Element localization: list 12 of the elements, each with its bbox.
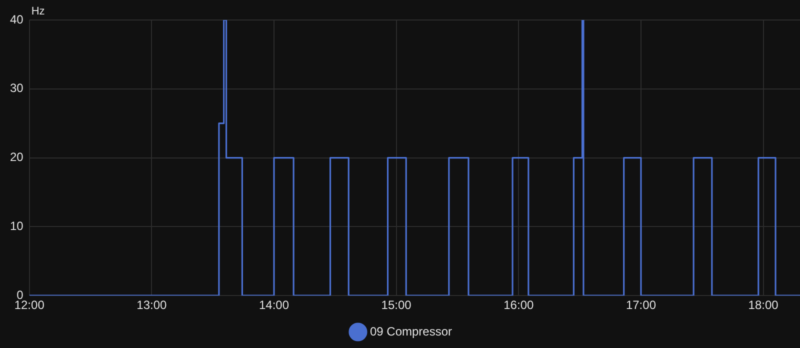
x-tick-label: 18:00 <box>748 298 779 312</box>
x-tick-label: 16:00 <box>504 298 534 312</box>
y-tick-label: 20 <box>10 150 24 164</box>
x-tick-label: 13:00 <box>136 298 168 312</box>
x-tick-label: 17:00 <box>626 298 656 312</box>
x-tick-label: 15:00 <box>381 298 412 312</box>
y-tick-label: 30 <box>10 81 24 96</box>
y-tick-label: 10 <box>10 219 24 234</box>
x-tick-label: 14:00 <box>258 298 290 312</box>
legend-label: 09 Compressor <box>370 324 452 338</box>
y-axis-title: Hz <box>31 6 45 18</box>
y-tick-label: 40 <box>10 12 24 26</box>
